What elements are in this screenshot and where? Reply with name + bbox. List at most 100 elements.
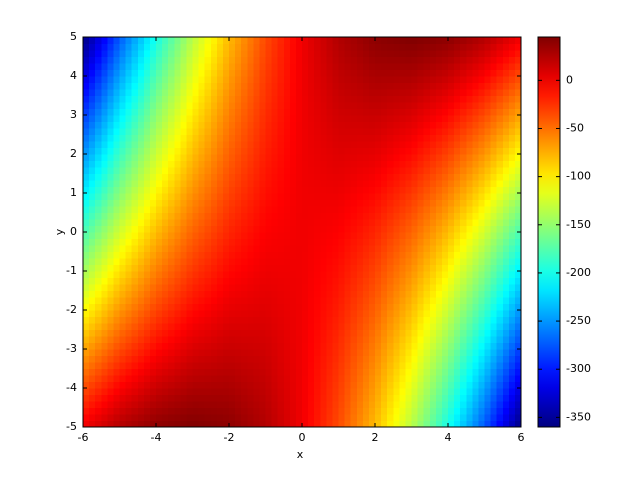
field-cell (423, 76, 431, 84)
field-cell (192, 199, 200, 207)
field-cell (472, 349, 480, 357)
field-cell (417, 108, 425, 116)
field-cell (235, 381, 242, 389)
field-cell (399, 368, 407, 376)
field-cell (466, 108, 473, 116)
field-cell (423, 290, 431, 298)
field-cell (448, 407, 455, 415)
field-cell (180, 232, 188, 240)
field-cell (429, 89, 437, 97)
field-cell (435, 63, 443, 71)
field-cell (302, 245, 309, 253)
field-cell (229, 245, 236, 253)
field-cell (466, 394, 473, 402)
field-cell (186, 180, 194, 188)
field-cell (149, 375, 157, 383)
field-cell (113, 180, 121, 188)
field-cell (302, 167, 309, 175)
field-cell (271, 336, 279, 344)
field-cell (454, 95, 461, 103)
field-cell (490, 368, 498, 376)
field-cell (277, 225, 285, 233)
field-cell (253, 401, 261, 409)
field-cell (174, 225, 181, 233)
field-cell (198, 271, 206, 279)
field-cell (429, 212, 437, 220)
field-cell (417, 82, 425, 90)
field-cell (435, 368, 443, 376)
field-cell (308, 102, 315, 110)
field-cell (356, 115, 364, 123)
field-cell (417, 420, 425, 428)
field-cell (174, 43, 181, 51)
field-cell (332, 303, 340, 311)
field-cell (393, 50, 400, 58)
field-cell (271, 401, 279, 409)
field-cell (271, 134, 279, 142)
field-cell (448, 141, 455, 149)
field-cell (435, 56, 443, 64)
field-cell (411, 141, 419, 149)
field-cell (107, 63, 115, 71)
field-cell (162, 193, 169, 201)
field-cell (368, 56, 376, 64)
field-cell (332, 37, 340, 45)
field-cell (448, 193, 455, 201)
field-cell (241, 316, 248, 324)
field-cell (229, 225, 236, 233)
field-cell (490, 297, 498, 305)
field-cell (514, 420, 522, 428)
field-cell (362, 167, 370, 175)
field-cell (229, 232, 236, 240)
field-cell (472, 108, 480, 116)
field-cell (405, 206, 413, 214)
field-cell (247, 76, 254, 84)
field-cell (83, 128, 90, 136)
field-cell (83, 95, 90, 103)
field-cell (259, 310, 267, 318)
field-cell (143, 251, 151, 259)
field-cell (180, 277, 188, 285)
field-cell (119, 323, 127, 331)
field-cell (241, 349, 248, 357)
y-tick-label: -2 (66, 303, 77, 316)
field-cell (326, 238, 334, 246)
field-cell (162, 310, 169, 318)
field-cell (229, 141, 236, 149)
field-cell (192, 407, 200, 415)
field-cell (271, 160, 279, 168)
field-cell (344, 258, 352, 266)
field-cell (295, 381, 303, 389)
field-cell (119, 43, 127, 51)
field-cell (295, 154, 303, 162)
field-cell (308, 89, 315, 97)
field-cell (247, 362, 254, 370)
field-cell (496, 362, 504, 370)
field-cell (326, 173, 334, 181)
field-cell (350, 108, 358, 116)
field-cell (241, 76, 248, 84)
field-cell (417, 186, 425, 194)
field-cell (247, 82, 254, 90)
field-cell (107, 180, 115, 188)
field-cell (399, 160, 407, 168)
field-cell (253, 245, 261, 253)
field-cell (350, 154, 358, 162)
field-cell (393, 115, 400, 123)
field-cell (229, 76, 236, 84)
field-cell (131, 388, 139, 396)
field-cell (441, 43, 449, 51)
field-cell (344, 141, 352, 149)
field-cell (508, 375, 516, 383)
field-cell (204, 108, 212, 116)
field-cell (137, 141, 145, 149)
field-cell (454, 271, 461, 279)
field-cell (210, 245, 218, 253)
field-cell (113, 115, 121, 123)
field-cell (502, 186, 510, 194)
field-cell (192, 316, 200, 324)
field-cell (435, 102, 443, 110)
field-cell (405, 388, 413, 396)
field-cell (198, 134, 206, 142)
field-cell (472, 316, 480, 324)
